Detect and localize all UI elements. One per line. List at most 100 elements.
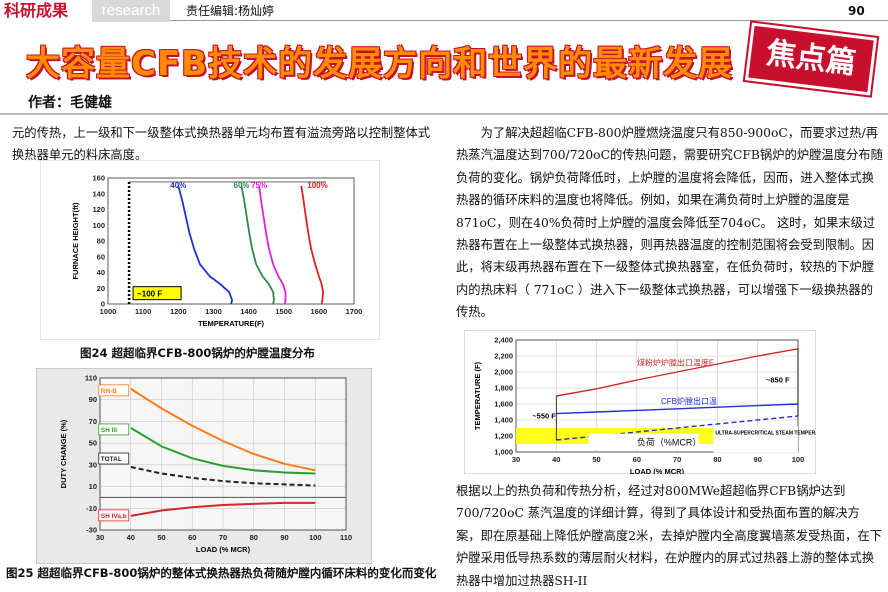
x-tick-label: 1200: [170, 307, 187, 316]
x-tick-label: 30: [96, 533, 104, 542]
cn-xlabel-bg: [588, 433, 699, 450]
x-tick-label: 70: [219, 533, 227, 542]
figure-24-frame: [40, 160, 380, 340]
delta-low-label: ~550 F: [532, 411, 556, 420]
brand-label: 科研成果: [0, 0, 96, 22]
author-line: 作者：毛健雄: [28, 95, 112, 111]
series-line-0: [130, 388, 316, 472]
series-label-box: [98, 509, 130, 522]
x-axis-label: LOAD (% MCR): [630, 467, 685, 474]
x-tick-label: 1600: [311, 307, 328, 316]
section-badge: 焦点篇: [742, 20, 880, 98]
y-tick-label: 1,000: [494, 448, 513, 457]
x-tick-label: 100: [309, 533, 322, 542]
y-tick-label: 1,600: [494, 400, 513, 409]
x-axis-label: LOAD (% MCR): [196, 545, 251, 554]
x-tick-label: 1100: [135, 307, 151, 316]
page-number: 90: [848, 4, 865, 18]
editor-credit: 责任编辑:杨灿婷: [186, 4, 275, 18]
x-tick-label: 1300: [205, 307, 222, 316]
series-line-100pct: [300, 185, 325, 305]
y-tick-label: 110: [85, 374, 97, 383]
series-label-box: [98, 384, 130, 397]
y-tick-label: 0: [101, 300, 105, 309]
series-label-pc: 煤粉炉炉膛出口温度F: [637, 358, 714, 368]
y-tick-label: 100: [92, 221, 105, 230]
series-label: 60%: [234, 181, 250, 190]
x-tick-label: 80: [713, 455, 721, 464]
y-tick-label: 1,800: [494, 384, 513, 393]
y-axis-label: DUTY CHANGE (%): [59, 419, 68, 488]
right-paragraph: 为了解决超超临CFB-800炉膛燃烧温度只有850-900oC，而要求过热/再热…: [456, 126, 883, 320]
x-tick-label: 80: [250, 533, 258, 542]
y-tick-label: 60: [97, 252, 105, 261]
article-title: 大容量CFB技术的发展方向和世界的最新发展: [26, 44, 734, 84]
x-tick-label: 50: [592, 455, 600, 464]
figure-24-chart: 1000 1100 1200 1300 1400 1500 1600 1700 0 20 40 60 8…: [40, 160, 380, 340]
y-tick-label: 90: [89, 395, 97, 404]
section-label: research: [92, 0, 170, 22]
figure-25-chart: 30 40 50 60 70 80 90 100 110 -30 -10 10 30 50 70 90 110 L…: [36, 368, 372, 564]
series-label: 100%: [307, 181, 327, 190]
x-tick-label: 50: [157, 533, 165, 542]
right-paragraph-2: 根据以上的热负荷和传热分析，经过对800MWe超超临界CFB锅炉达到700/72…: [456, 484, 882, 588]
annotation-text: ~100 F: [137, 290, 162, 299]
y-tick-label: 80: [97, 237, 105, 246]
y-tick-label: 2,400: [494, 336, 513, 345]
y-tick-label: 2,000: [494, 368, 513, 377]
delta-high-label: ~850 F: [766, 375, 790, 384]
x-tick-label: 70: [673, 455, 681, 464]
y-tick-label: -10: [86, 504, 97, 513]
series-line-1: [556, 403, 799, 415]
header-divider: [170, 20, 888, 21]
series-line-0: [556, 348, 799, 397]
annotation-box: [132, 286, 182, 301]
x-tick-label: 30: [512, 455, 520, 464]
y-tick-label: 1,200: [494, 432, 513, 441]
y-tick-label: 160: [92, 174, 105, 183]
series-line-2: [130, 466, 316, 487]
band-label-line: ULTRA-SUPERCRITICAL STEAM TEMPERATURE RA…: [715, 430, 816, 436]
series-label: RH-B: [101, 388, 118, 395]
x-tick-label: 40: [552, 455, 560, 464]
series-line-60pct: [240, 185, 275, 305]
series-label: 40%: [170, 181, 186, 190]
y-tick-label: 10: [89, 482, 97, 491]
x-tick-label: 60: [188, 533, 196, 542]
figure-load-temperature-chart: 30 40 50 60 70 80 90 100 1,000 1,200 1,400 1,600 1,8…: [464, 330, 816, 474]
y-tick-label: 30: [89, 460, 97, 469]
figure-24-caption: 图24 超超临界CFB-800锅炉的炉膛温度分布: [80, 346, 315, 360]
y-tick-label: 140: [92, 189, 105, 198]
series-label-box: [98, 452, 130, 465]
x-tick-label: 110: [340, 533, 352, 542]
series-line-1: [130, 427, 316, 475]
x-tick-label: 60: [633, 455, 641, 464]
x-axis-label: TEMPERATURE(F): [198, 319, 265, 328]
series-label: TOTAL: [101, 456, 122, 463]
x-tick-label: 90: [754, 455, 762, 464]
x-tick-label: 1000: [100, 307, 117, 316]
y-tick-label: 2,200: [494, 352, 513, 361]
y-tick-label: 1,400: [494, 416, 513, 425]
y-tick-label: 120: [92, 205, 105, 214]
series-label-cfb: CFB炉膛出口温: [661, 396, 717, 406]
y-tick-label: 20: [97, 284, 105, 293]
y-axis-label: TEMPERATURE (F): [473, 361, 482, 430]
band-label-bg: [713, 426, 798, 453]
x-tick-label: 90: [280, 533, 288, 542]
series-line-40pct: [177, 185, 234, 305]
y-tick-label: -30: [86, 526, 97, 535]
x-tick-label: 40: [127, 533, 135, 542]
series-line-75pct: [258, 185, 287, 305]
series-label-box: [98, 423, 130, 436]
series-label: 75%: [251, 181, 267, 190]
y-axis-label: FURNACE HEIGHT(ft): [71, 202, 80, 280]
x-tick-label: 100: [792, 455, 805, 464]
left-paragraph: 元的传热，上一级和下一级整体式换热器单元均布置有溢流旁路以控制整体式换热器单元的…: [12, 126, 431, 163]
x-tick-label: 1400: [240, 307, 257, 316]
series-label: SH IVa,b: [101, 513, 127, 520]
series-label: SH III: [101, 427, 117, 434]
series-line-3: [130, 501, 316, 517]
x-tick-label: 1700: [346, 307, 363, 316]
y-tick-label: 70: [89, 417, 97, 426]
